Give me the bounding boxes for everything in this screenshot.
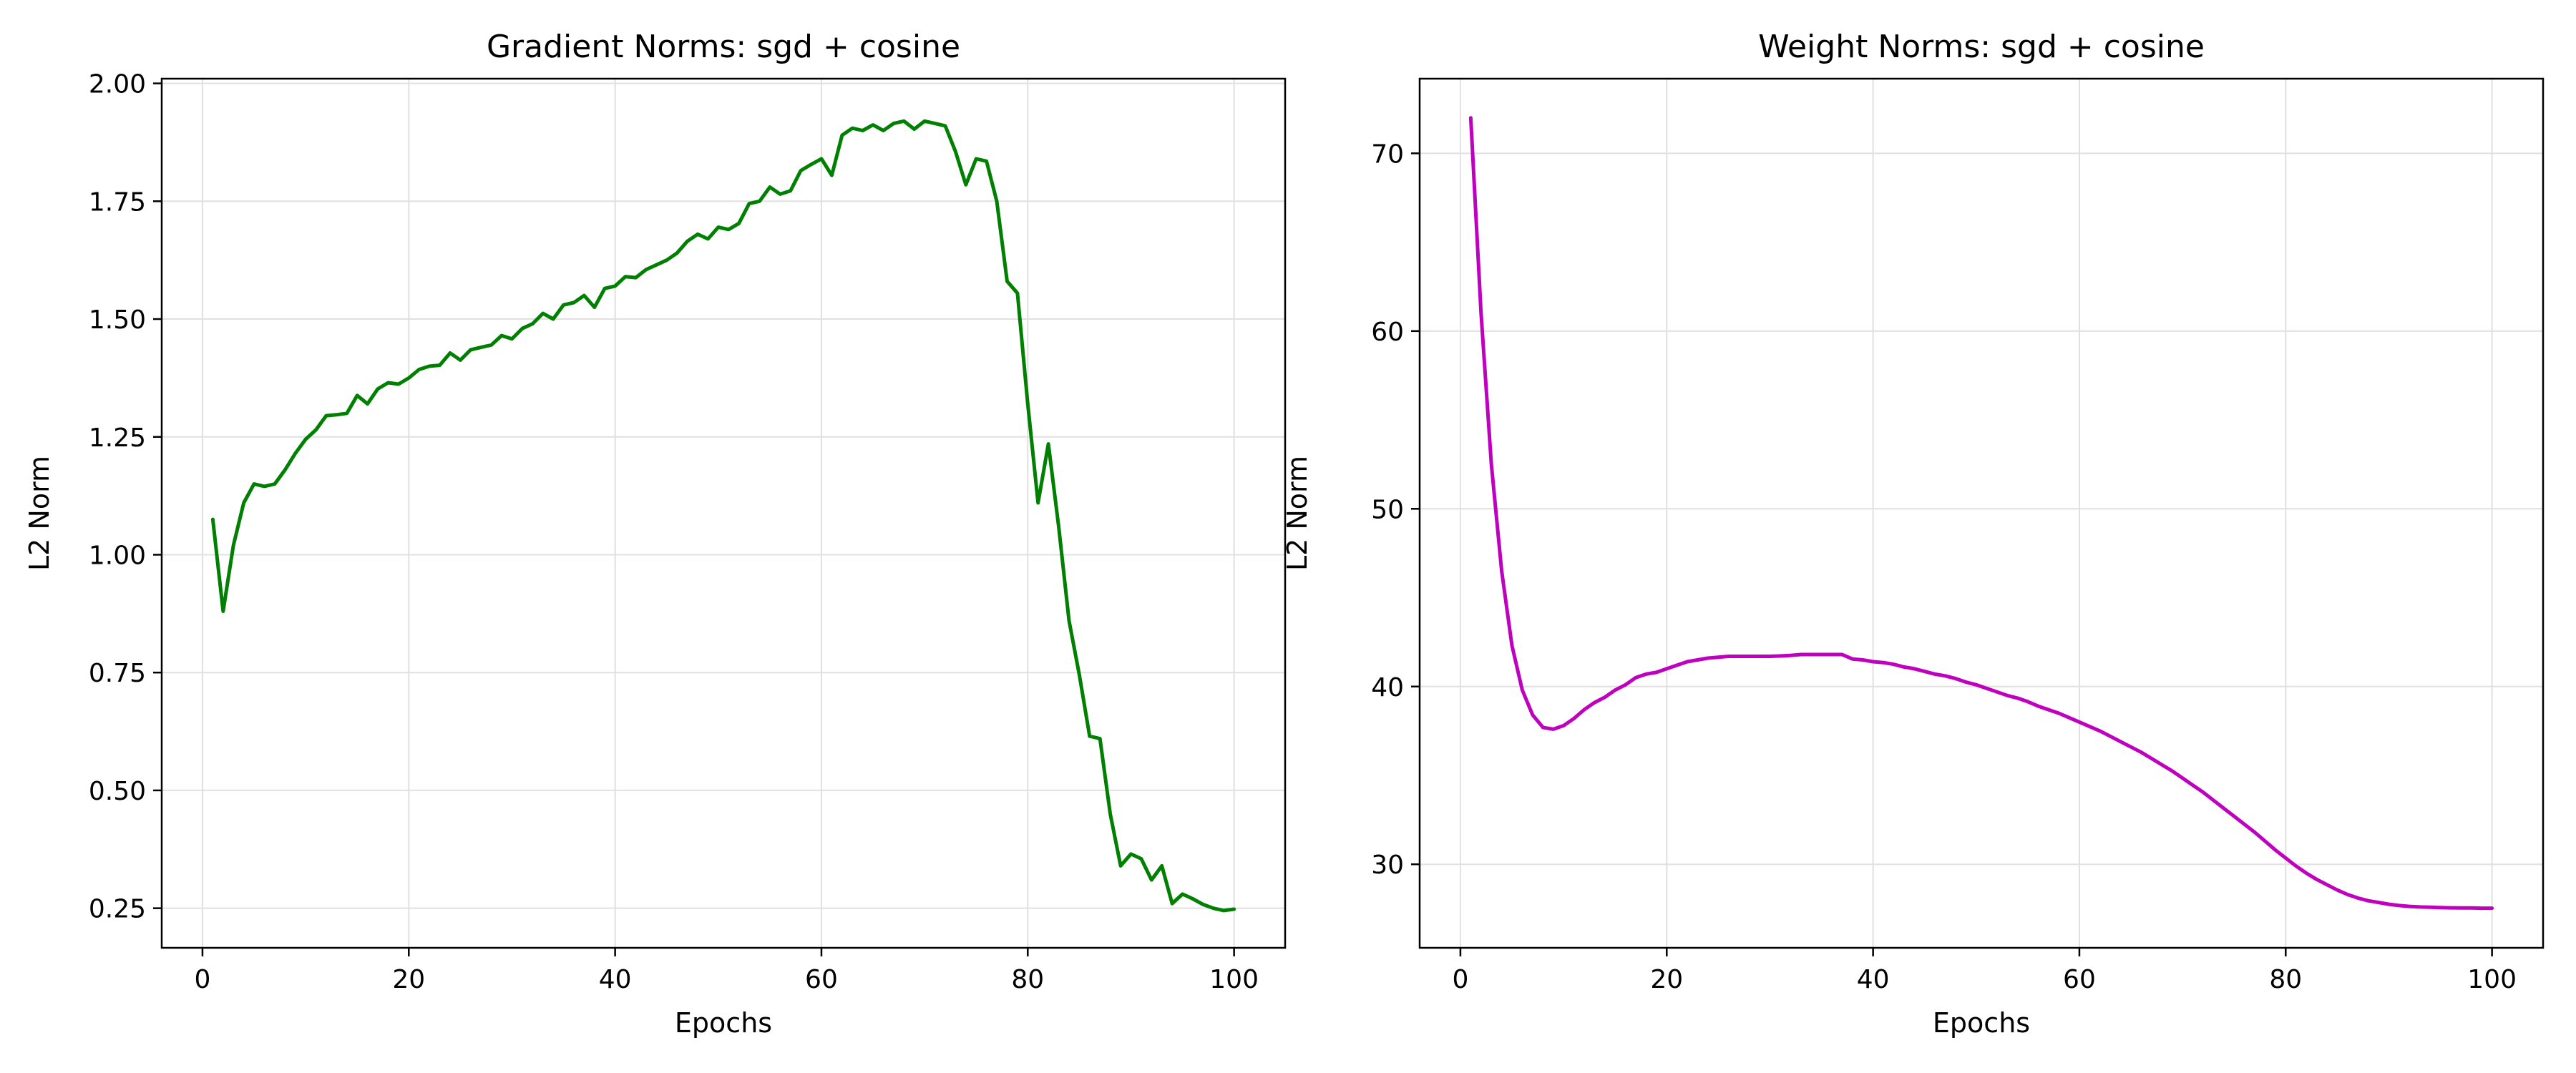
gradient-y-tick-label: 1.50 bbox=[89, 305, 146, 335]
gradient-norms-title: Gradient Norms: sgd + cosine bbox=[487, 29, 960, 65]
weight-y-tick-label: 30 bbox=[1371, 851, 1404, 880]
gradient-y-tick-label: 2.00 bbox=[89, 70, 146, 99]
gradient-x-tick-label: 40 bbox=[599, 965, 632, 994]
weight-series-line bbox=[1468, 116, 2494, 911]
weight-y-tick-label: 50 bbox=[1371, 495, 1404, 524]
gradient-y-tick-label: 1.00 bbox=[89, 541, 146, 570]
weight-x-tick-label: 20 bbox=[1650, 965, 1683, 994]
weight-x-tick-label: 40 bbox=[1857, 965, 1890, 994]
gradient-plot-frame bbox=[160, 77, 1287, 949]
gradient-x-tick-label: 100 bbox=[1209, 965, 1259, 994]
weight-x-tick-label: 60 bbox=[2063, 965, 2096, 994]
gradient-x-tick-label: 80 bbox=[1011, 965, 1044, 994]
gradient-norms-panel: 0 20 40 60 80 100 0.25 0.50 0.75 1.00 1.25 1.50 1.75… bbox=[24, 29, 1287, 1039]
gradient-y-tick-label: 0.50 bbox=[89, 777, 146, 806]
gradient-y-tick-label: 1.25 bbox=[89, 423, 146, 453]
gradient-x-tick-label: 0 bbox=[194, 965, 210, 994]
weight-y-axis-label: L2 Norm bbox=[1282, 456, 1313, 571]
gradient-y-axis-label: L2 Norm bbox=[24, 456, 55, 571]
gradient-y-tick-label: 0.75 bbox=[89, 659, 146, 688]
weight-norms-title: Weight Norms: sgd + cosine bbox=[1758, 29, 2205, 65]
gradient-series-line bbox=[210, 119, 1236, 913]
gradient-x-tick-label: 60 bbox=[805, 965, 838, 994]
gradient-y-tick-label: 1.75 bbox=[89, 187, 146, 217]
gradient-y-tick-label: 0.25 bbox=[89, 895, 146, 924]
weight-y-tick-label: 60 bbox=[1371, 318, 1404, 347]
weight-norms-panel: 0 20 40 60 80 100 30 40 50 60 70 Weight Norms: sgd… bbox=[1282, 29, 2545, 1039]
weight-x-axis-label: Epochs bbox=[1933, 1007, 2030, 1039]
weight-x-tick-label: 100 bbox=[2467, 965, 2517, 994]
weight-y-tick-label: 40 bbox=[1371, 673, 1404, 702]
weight-y-tick-label: 70 bbox=[1371, 139, 1404, 169]
gradient-x-tick-label: 20 bbox=[392, 965, 425, 994]
weight-x-tick-label: 0 bbox=[1452, 965, 1468, 994]
weight-plot-frame bbox=[1418, 77, 2545, 949]
gradient-x-axis-label: Epochs bbox=[675, 1007, 772, 1039]
weight-x-tick-label: 80 bbox=[2269, 965, 2302, 994]
